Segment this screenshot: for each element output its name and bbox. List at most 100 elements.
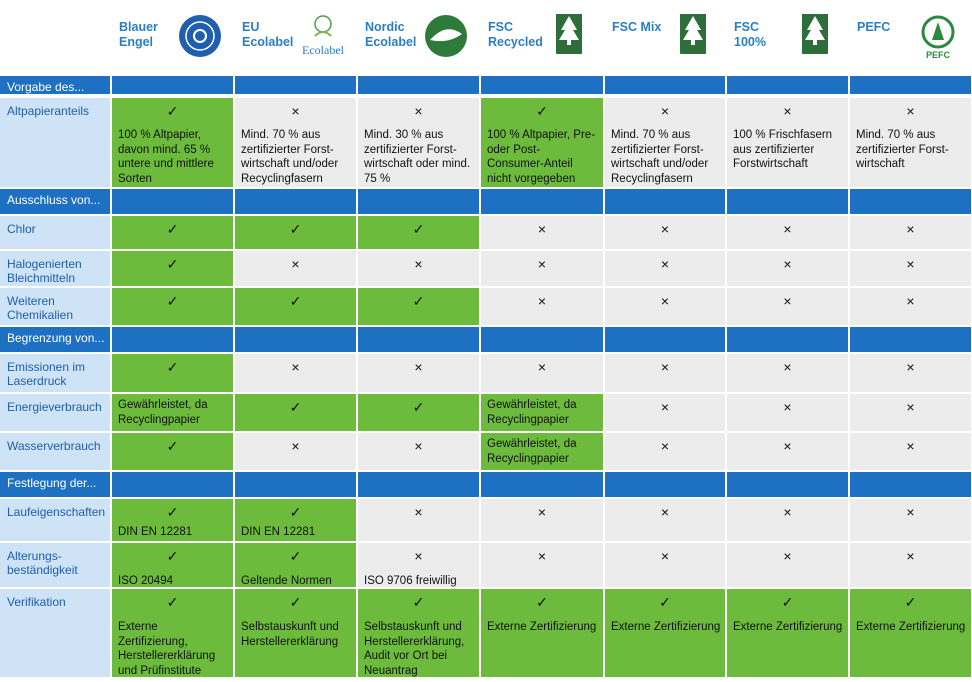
cross-icon: ×: [783, 359, 792, 375]
check-icon: ✓: [166, 103, 179, 119]
label-header-0: Blauer Engel: [112, 15, 230, 74]
criterion-not-met-cell: ×: [358, 251, 479, 286]
cross-icon: ×: [414, 438, 423, 454]
cell-note: ISO 20494: [118, 575, 173, 587]
table-row: Halogenierten Bleichmitteln ✓ × × × × × ×: [0, 251, 972, 288]
cross-icon: ×: [783, 221, 792, 237]
cross-icon: ×: [291, 103, 300, 119]
criterion-met-cell: ✓ Selbstauskunft und Herstellererklärung: [235, 589, 356, 677]
cell-note: DIN EN 12281: [118, 526, 193, 538]
cross-icon: ×: [291, 256, 300, 272]
cross-icon: ×: [660, 399, 670, 415]
criterion-not-met-cell: × ISO 9706 freiwillig: [358, 543, 479, 587]
cell-note: Externe Zertifizierung: [611, 621, 721, 633]
cell-note: Externe Zertifizierung, Herstellererklär…: [118, 621, 216, 677]
cell-note: Selbstauskunft und Herstellererklärung, …: [364, 621, 465, 677]
cell-note: Externe Zertifizierung: [856, 621, 966, 633]
cross-icon: ×: [906, 399, 915, 415]
table-row: Chlor ✓ ✓ ✓ × × × ×: [0, 216, 972, 251]
label-name: FSC Mix: [612, 20, 662, 34]
cross-icon: ×: [906, 438, 915, 454]
label-name: Nordic Ecolabel: [365, 20, 417, 49]
cross-icon: ×: [906, 293, 915, 309]
check-icon: ✓: [904, 594, 917, 610]
cross-icon: ×: [783, 504, 792, 520]
check-icon: ✓: [166, 359, 179, 375]
cross-icon: ×: [537, 359, 547, 375]
criterion-not-met-cell: ×: [727, 433, 848, 470]
section-cell: [605, 327, 725, 352]
cell-note: 100 % Frischfasern aus zertifizierter Fo…: [733, 129, 833, 170]
cell-note: Externe Zertifizierung: [733, 621, 843, 633]
cross-icon: ×: [660, 504, 670, 520]
section-cell: [235, 76, 356, 94]
label-header-1: EU Ecolabel Ecolabel: [235, 15, 353, 74]
criterion-met-cell: ✓ 100 % Altpapier, Pre- oder Post- Consum…: [481, 98, 603, 187]
table-row: Wasserverbrauch ✓ × × Gewährleistet, da Recy…: [0, 433, 972, 472]
cross-icon: ×: [537, 293, 547, 309]
criterion-label: Energieverbrauch: [0, 394, 110, 431]
cross-icon: ×: [537, 548, 547, 564]
criterion-not-met-cell: ×: [605, 394, 725, 431]
criterion-met-cell: Gewährleistet, da Recyclingpapier: [112, 394, 233, 431]
section-cell: [481, 327, 603, 352]
criterion-met-cell: ✓ DIN EN 12281: [112, 499, 233, 541]
section-cell: [727, 189, 848, 214]
eu-ecolabel-logo-icon: Ecolabel: [295, 14, 351, 62]
section-cell: [850, 327, 971, 352]
cross-icon: ×: [537, 504, 547, 520]
cell-note: DIN EN 12281: [241, 526, 316, 538]
criterion-not-met-cell: ×: [605, 354, 725, 392]
cross-icon: ×: [414, 103, 423, 119]
criterion-not-met-cell: ×: [850, 394, 971, 431]
criterion-not-met-cell: × Mind. 70 % aus zertifizierter Forst- wi…: [850, 98, 971, 187]
cell-note: 100 % Altpapier, davon mind. 65 % untere…: [118, 129, 214, 185]
section-cell: [358, 327, 479, 352]
criterion-not-met-cell: × 100 % Frischfasern aus zertifizierter F…: [727, 98, 848, 187]
criterion-label: Altpapieranteils: [0, 98, 110, 187]
criterion-not-met-cell: ×: [727, 288, 848, 325]
cross-icon: ×: [414, 359, 423, 375]
cross-icon: ×: [660, 256, 670, 272]
cross-icon: ×: [783, 256, 792, 272]
criterion-met-cell: ✓: [358, 394, 479, 431]
check-icon: ✓: [289, 504, 302, 520]
criterion-met-cell: ✓: [235, 288, 356, 325]
section-cell: [358, 189, 479, 214]
section-cell: [481, 76, 603, 94]
section-cell: [850, 76, 971, 94]
section-cell: [112, 189, 233, 214]
label-header: Blauer Engel EU Ecolabel Ecolabel Nordic Ec…: [0, 0, 972, 74]
cross-icon: ×: [906, 359, 915, 375]
criterion-label: Emissionen im Laserdruck: [0, 354, 110, 392]
section-cell: [358, 76, 479, 94]
criterion-met-cell: ✓ Externe Zertifizierung: [850, 589, 971, 677]
criterion-not-met-cell: ×: [358, 499, 479, 541]
blauer-engel-logo-icon: [172, 14, 228, 62]
cross-icon: ×: [660, 438, 670, 454]
cross-icon: ×: [414, 548, 423, 564]
criterion-not-met-cell: ×: [605, 433, 725, 470]
cell-note: Mind. 70 % aus zertifizierter Forst- wir…: [856, 129, 949, 170]
section-cell: [112, 76, 233, 94]
table-row: Altpapieranteils ✓ 100 % Altpapier, davon …: [0, 98, 972, 189]
cell-note: Mind. 70 % aus zertifizierter Forst- wir…: [611, 129, 709, 185]
section-row: Festlegung der...: [0, 472, 972, 499]
cross-icon: ×: [783, 103, 792, 119]
section-cell: [235, 472, 356, 497]
cross-icon: ×: [783, 438, 792, 454]
criterion-not-met-cell: ×: [850, 543, 971, 587]
check-icon: ✓: [289, 221, 302, 237]
check-icon: ✓: [166, 594, 179, 610]
criterion-met-cell: ✓ Externe Zertifizierung, Herstellererklä…: [112, 589, 233, 677]
cell-note: Gewährleistet, da Recyclingpapier: [118, 399, 208, 426]
criterion-not-met-cell: ×: [481, 288, 603, 325]
section-label: Vorgabe des...: [0, 76, 110, 94]
criterion-not-met-cell: ×: [850, 288, 971, 325]
criterion-met-cell: ✓ 100 % Altpapier, davon mind. 65 % unter…: [112, 98, 233, 187]
table-row: Alterungs- beständigkeit ✓ ISO 20494 ✓ Gelte…: [0, 543, 972, 589]
section-cell: [358, 472, 479, 497]
label-name: FSC 100%: [734, 20, 766, 49]
criterion-met-cell: ✓ Externe Zertifizierung: [605, 589, 725, 677]
criterion-met-cell: ✓ DIN EN 12281: [235, 499, 356, 541]
